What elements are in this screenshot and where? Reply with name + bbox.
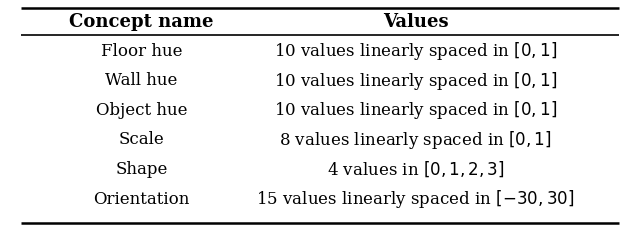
Text: Floor hue: Floor hue [101,43,182,60]
Text: Concept name: Concept name [69,13,214,31]
Text: Shape: Shape [115,161,168,178]
Text: 8 values linearly spaced in $[0, 1]$: 8 values linearly spaced in $[0, 1]$ [279,129,552,151]
Text: Wall hue: Wall hue [106,72,178,89]
Text: 10 values linearly spaced in $[0, 1]$: 10 values linearly spaced in $[0, 1]$ [274,99,557,121]
Text: Object hue: Object hue [96,102,188,119]
Text: 10 values linearly spaced in $[0, 1]$: 10 values linearly spaced in $[0, 1]$ [274,40,557,62]
Text: 15 values linearly spaced in $[-30, 30]$: 15 values linearly spaced in $[-30, 30]$ [257,188,575,210]
Text: Scale: Scale [118,131,164,148]
Text: Orientation: Orientation [93,190,190,208]
Text: Values: Values [383,13,449,31]
Text: 10 values linearly spaced in $[0, 1]$: 10 values linearly spaced in $[0, 1]$ [274,70,557,92]
Text: 4 values in $[0, 1, 2, 3]$: 4 values in $[0, 1, 2, 3]$ [327,160,504,179]
